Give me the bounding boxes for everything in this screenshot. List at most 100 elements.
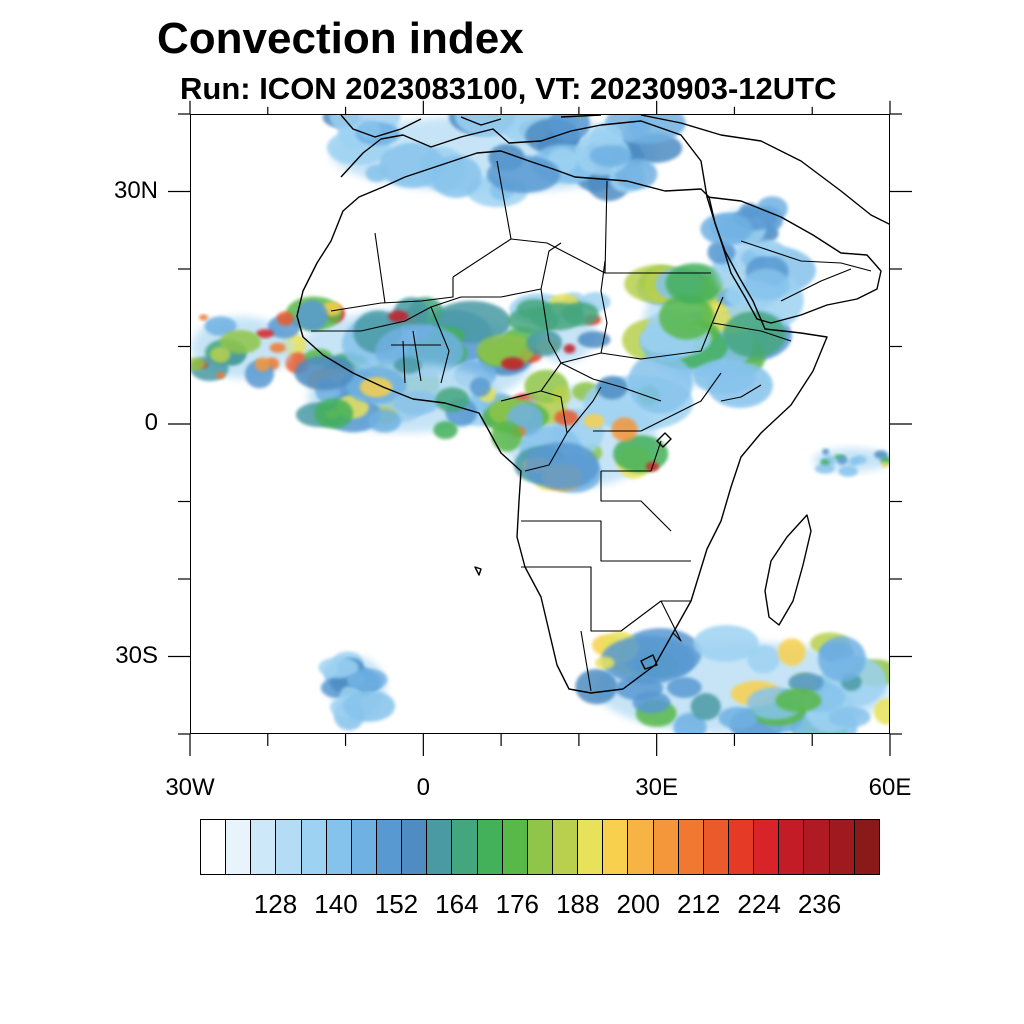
convective-cell	[215, 371, 226, 379]
colorbar-label: 152	[374, 889, 419, 919]
convective-cell	[874, 450, 888, 459]
convective-region	[813, 448, 889, 477]
convective-cell	[853, 455, 867, 465]
country-border	[601, 440, 662, 472]
convective-cell	[788, 672, 825, 693]
convective-cell	[693, 359, 756, 395]
convective-cell	[435, 387, 470, 413]
convective-cell	[700, 212, 753, 246]
country-border	[521, 520, 691, 562]
madagascar-coastline	[764, 514, 812, 626]
colorbar-swatch	[754, 820, 780, 874]
colorbar-swatch	[678, 820, 704, 874]
convective-cell	[836, 456, 848, 465]
colorbar-swatch	[527, 820, 553, 874]
country-border	[452, 160, 512, 278]
convective-cell	[554, 409, 579, 426]
colorbar-label: 188	[556, 889, 600, 919]
country-border	[430, 306, 450, 384]
convective-cell	[393, 297, 430, 331]
x-tick-label: 60E	[868, 774, 912, 801]
convective-region	[294, 355, 519, 440]
convective-cell	[666, 677, 702, 698]
arabia-coastline	[706, 196, 882, 324]
convective-region	[322, 115, 686, 208]
chart-title: Convection index	[157, 14, 524, 63]
country-border	[510, 180, 608, 274]
convective-cell	[254, 357, 271, 372]
colorbar-swatch	[276, 820, 302, 874]
colorbar-swatch	[201, 820, 227, 874]
country-border	[660, 600, 682, 642]
y-tick-label: 0	[144, 409, 158, 436]
colorbar-label: 176	[495, 889, 540, 919]
colorbar-label: 128	[253, 889, 298, 919]
convective-cell	[611, 417, 638, 442]
colorbar-swatch	[779, 820, 805, 874]
country-border	[521, 566, 691, 632]
convective-cell	[817, 636, 866, 682]
colorbar-swatch	[326, 820, 352, 874]
convective-cell	[219, 329, 262, 354]
colorbar-swatch	[502, 820, 528, 874]
country-border	[391, 330, 441, 384]
convective-cell	[600, 635, 696, 684]
europe-coastline	[340, 115, 889, 225]
convective-region	[482, 369, 694, 493]
country-border	[374, 232, 386, 304]
convective-cell	[269, 342, 286, 353]
colorbar-label: 140	[314, 889, 358, 919]
colorbar-label: 236	[797, 889, 842, 919]
country-border	[311, 296, 501, 332]
convective-cell	[693, 625, 759, 662]
convective-cell	[314, 398, 354, 429]
map-canvas	[191, 115, 889, 733]
convective-cell	[873, 698, 889, 725]
country-border	[600, 471, 672, 532]
convective-cell	[658, 294, 715, 340]
colorbar-swatch	[653, 820, 679, 874]
colorbar-swatch	[477, 820, 503, 874]
convective-cell	[368, 409, 401, 433]
convective-cell	[500, 357, 525, 371]
convective-cell	[718, 706, 758, 729]
convective-cell	[296, 300, 328, 332]
country-border	[540, 362, 662, 402]
x-tick-label: 0	[416, 774, 431, 801]
convective-cell	[191, 357, 206, 371]
coastline-layer	[296, 115, 889, 694]
convective-cell	[388, 310, 409, 323]
colorbar-swatch	[552, 820, 579, 874]
convective-cell	[775, 688, 822, 713]
convective-region	[318, 651, 396, 731]
y-tick-label: 30N	[113, 176, 158, 204]
country-border	[780, 268, 852, 302]
country-border	[500, 390, 568, 472]
country-border	[500, 242, 562, 298]
colorbar	[200, 819, 880, 875]
convective-cell	[551, 385, 572, 406]
convective-cell	[256, 329, 274, 339]
convective-cell	[589, 144, 632, 167]
convective-cell	[433, 421, 458, 440]
colorbar-swatch	[703, 820, 729, 874]
colorbar-swatch	[578, 820, 604, 874]
convective-cell	[359, 377, 393, 398]
convective-cell	[747, 645, 780, 674]
convective-cell	[204, 316, 237, 336]
colorbar-swatch	[301, 820, 327, 874]
convective-cell	[577, 331, 611, 349]
country-border	[712, 322, 792, 342]
colorbar-swatch	[854, 820, 879, 874]
convective-cell	[881, 461, 889, 468]
y-tick-label: 30S	[115, 641, 158, 669]
convective-cell	[595, 656, 615, 669]
convective-cell	[210, 346, 231, 363]
convective-region	[700, 196, 790, 310]
convective-cell	[276, 311, 294, 326]
convective-cell	[820, 459, 830, 466]
convective-cell	[379, 142, 446, 188]
convective-cell	[562, 302, 600, 326]
convective-cell	[777, 638, 806, 666]
colorbar-swatch	[226, 820, 252, 874]
